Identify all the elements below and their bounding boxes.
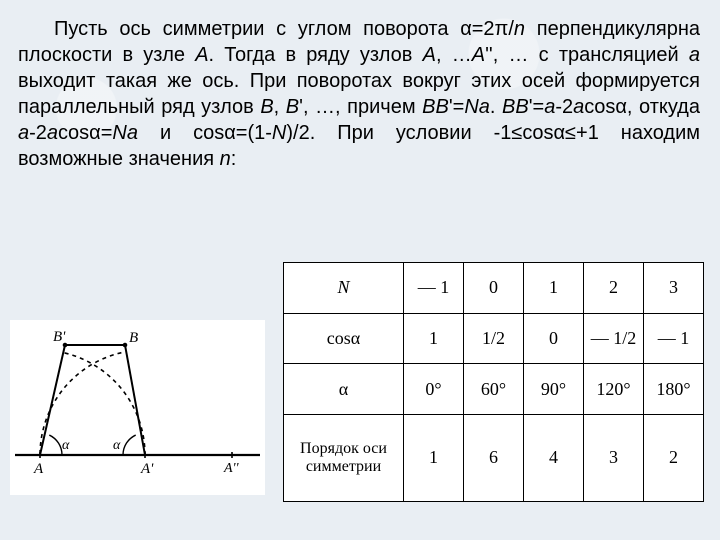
text-run: и cosα=(1-: [138, 122, 272, 144]
table-row: Порядок осисимметрии16432: [284, 414, 704, 501]
text-run: Na: [464, 96, 490, 118]
table-cell: — 1: [644, 313, 704, 364]
text-run: , …: [436, 44, 472, 66]
row-header: cosα: [284, 313, 404, 364]
table-cell: 0: [464, 263, 524, 314]
text-run: -2: [29, 122, 47, 144]
text-run: BB: [422, 96, 449, 118]
table-row: cosα11/20— 1/2— 1: [284, 313, 704, 364]
table-cell: 60°: [464, 364, 524, 415]
text-run: a: [18, 122, 29, 144]
table-cell: 3: [584, 414, 644, 501]
text-run: a: [689, 44, 700, 66]
text-run: :: [231, 148, 237, 170]
text-run: A: [195, 44, 208, 66]
text-run: a: [544, 96, 555, 118]
row-header: α: [284, 364, 404, 415]
table-cell: — 1/2: [584, 313, 644, 364]
table-cell: 4: [524, 414, 584, 501]
text-run: .: [490, 96, 502, 118]
row-header: N: [284, 263, 404, 314]
table-cell: 1: [524, 263, 584, 314]
text-run: '=: [529, 96, 545, 118]
text-run: n: [220, 148, 231, 170]
table-cell: 120°: [584, 364, 644, 415]
text-run: A: [423, 44, 436, 66]
geometry-diagram: B' B A A' A'' α α: [10, 320, 265, 495]
table-cell: 2: [584, 263, 644, 314]
text-run: a: [47, 122, 58, 144]
svg-text:α: α: [62, 438, 70, 453]
svg-text:B: B: [129, 330, 138, 346]
table-cell: 3: [644, 263, 704, 314]
text-run: ', …, причем: [299, 96, 422, 118]
text-run: . Тогда в ряду узлов: [209, 44, 423, 66]
text-run: n: [514, 18, 525, 40]
svg-text:B': B': [53, 329, 66, 345]
text-run: -2: [555, 96, 573, 118]
text-run: B: [260, 96, 273, 118]
svg-text:A': A': [140, 461, 154, 477]
table-row: N— 10123: [284, 263, 704, 314]
text-run: A: [472, 44, 485, 66]
body-paragraph: Пусть ось симметрии с углом поворота α=2…: [18, 16, 700, 172]
text-run: Na: [112, 122, 138, 144]
text-run: BB: [502, 96, 529, 118]
table-cell: 0: [524, 313, 584, 364]
table-cell: — 1: [404, 263, 464, 314]
text-run: a: [573, 96, 584, 118]
row-header: Порядок осисимметрии: [284, 414, 404, 501]
svg-text:A: A: [33, 461, 44, 477]
text-run: '=: [449, 96, 465, 118]
table-cell: 1: [404, 313, 464, 364]
table-cell: 1/2: [464, 313, 524, 364]
table-cell: 0°: [404, 364, 464, 415]
symmetry-table-container: N— 10123cosα11/20— 1/2— 1α0°60°90°120°18…: [283, 262, 703, 502]
svg-text:A'': A'': [223, 461, 240, 476]
table-cell: 1: [404, 414, 464, 501]
table-cell: 2: [644, 414, 704, 501]
text-run: cosα, откуда: [584, 96, 700, 118]
text-run: Пусть ось симметрии с углом поворота α=2…: [54, 18, 514, 40]
diagram-svg: B' B A A' A'' α α: [10, 320, 265, 495]
symmetry-table: N— 10123cosα11/20— 1/2— 1α0°60°90°120°18…: [283, 262, 704, 502]
text-run: ,: [274, 96, 286, 118]
text-run: N: [272, 122, 286, 144]
table-cell: 90°: [524, 364, 584, 415]
text-run: cosα=: [58, 122, 112, 144]
table-row: α0°60°90°120°180°: [284, 364, 704, 415]
svg-text:α: α: [113, 438, 121, 453]
table-cell: 6: [464, 414, 524, 501]
table-cell: 180°: [644, 364, 704, 415]
text-run: B: [286, 96, 299, 118]
text-run: '', … с трансляцией: [485, 44, 689, 66]
